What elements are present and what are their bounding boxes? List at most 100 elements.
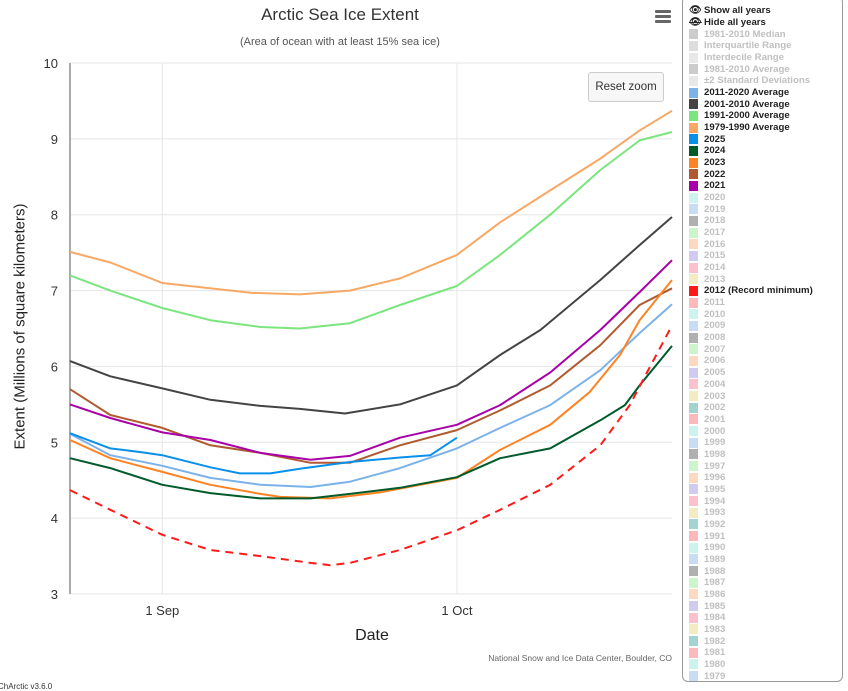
legend-item[interactable]: 2011-2020 Average xyxy=(683,87,842,99)
legend-item[interactable]: 1993 xyxy=(683,507,842,519)
hamburger-menu-icon[interactable] xyxy=(655,10,671,26)
legend-swatch xyxy=(689,285,698,296)
legend-swatch xyxy=(689,344,698,355)
legend-item[interactable]: 2012 (Record minimum) xyxy=(683,285,842,297)
extent-chart[interactable]: 3 4 5 6 7 8 9 10 1 Sep 1 Oct xyxy=(0,0,680,690)
eye-icon: 👁 xyxy=(689,5,702,17)
legend-item[interactable]: ±2 Standard Deviations xyxy=(683,75,842,87)
legend-item[interactable]: 1981 xyxy=(683,647,842,659)
series-line-2022[interactable] xyxy=(69,287,673,464)
legend-item[interactable]: 2014 xyxy=(683,262,842,274)
legend-item[interactable]: 1996 xyxy=(683,472,842,484)
legend-label: 1985 xyxy=(704,600,726,612)
legend-item[interactable]: 1991-2000 Average xyxy=(683,110,842,122)
legend-item[interactable]: 2016 xyxy=(683,238,842,250)
y-tick-label: 7 xyxy=(51,284,58,299)
legend-label: 1981-2010 Median xyxy=(704,28,786,40)
legend-item[interactable]: 2022 xyxy=(683,168,842,180)
series-line-2023[interactable] xyxy=(69,279,673,500)
legend-item[interactable]: 1994 xyxy=(683,495,842,507)
legend-item[interactable]: Interdecile Range xyxy=(683,52,842,64)
y-axis-label: Extent (Millions of square kilometers) xyxy=(11,203,29,450)
legend-item[interactable]: 2000 xyxy=(683,425,842,437)
legend-item[interactable]: 1991 xyxy=(683,530,842,542)
legend-item[interactable]: 1988 xyxy=(683,565,842,577)
legend-item[interactable]: 2009 xyxy=(683,320,842,332)
legend-item[interactable]: 1998 xyxy=(683,449,842,461)
legend-item[interactable]: 2021 xyxy=(683,180,842,192)
legend-swatch xyxy=(689,52,698,63)
series-line-1991-2000-average[interactable] xyxy=(69,131,673,330)
legend-item[interactable]: 1984 xyxy=(683,612,842,624)
legend-item[interactable]: 2011 xyxy=(683,297,842,309)
legend-item[interactable]: 1997 xyxy=(683,460,842,472)
legend-item[interactable]: 1979 xyxy=(683,670,842,682)
legend-swatch xyxy=(689,215,698,226)
legend-item[interactable]: 2001-2010 Average xyxy=(683,98,842,110)
hide-all-years-button[interactable]: 👁 Hide all years xyxy=(683,17,842,29)
legend-item[interactable]: 2004 xyxy=(683,379,842,391)
legend-item[interactable]: 2002 xyxy=(683,402,842,414)
legend-item[interactable]: 2019 xyxy=(683,203,842,215)
legend-swatch xyxy=(689,507,698,518)
legend-label: 1980 xyxy=(704,658,726,670)
reset-zoom-button[interactable]: Reset zoom xyxy=(588,72,664,102)
legend-item[interactable]: 1982 xyxy=(683,635,842,647)
legend-item[interactable]: 1995 xyxy=(683,484,842,496)
legend-label: 1981-2010 Average xyxy=(704,63,790,75)
legend-label: 1994 xyxy=(704,495,726,507)
legend-item[interactable]: 2005 xyxy=(683,367,842,379)
legend-item[interactable]: 1999 xyxy=(683,437,842,449)
legend-item[interactable]: 1979-1990 Average xyxy=(683,122,842,134)
series-line-2025[interactable] xyxy=(69,432,458,475)
legend-item[interactable]: 2025 xyxy=(683,133,842,145)
show-all-years-button[interactable]: 👁 Show all years xyxy=(683,5,842,17)
legend-swatch xyxy=(689,87,698,98)
legend-item[interactable]: 1986 xyxy=(683,589,842,601)
legend-item[interactable]: 1981-2010 Average xyxy=(683,63,842,75)
credits-link[interactable]: National Snow and Ice Data Center, Bould… xyxy=(488,653,672,663)
legend-item[interactable]: 1985 xyxy=(683,600,842,612)
series-line-2012-record-minimum[interactable] xyxy=(69,325,673,567)
legend-item[interactable]: 2007 xyxy=(683,343,842,355)
legend-item[interactable]: 1981-2010 Median xyxy=(683,28,842,40)
legend-label: 1999 xyxy=(704,437,726,449)
legend-label: 2007 xyxy=(704,343,726,355)
legend-item[interactable]: 2013 xyxy=(683,273,842,285)
y-tick-label: 6 xyxy=(51,359,58,374)
legend-item[interactable]: 2008 xyxy=(683,332,842,344)
legend-item[interactable]: 2015 xyxy=(683,250,842,262)
legend-item[interactable]: 2003 xyxy=(683,390,842,402)
legend-swatch xyxy=(689,531,698,542)
legend-item[interactable]: 1992 xyxy=(683,519,842,531)
legend-item[interactable]: 2001 xyxy=(683,414,842,426)
legend-item[interactable]: 2023 xyxy=(683,157,842,169)
legend-label: 2016 xyxy=(704,238,726,250)
series-line-2024[interactable] xyxy=(69,345,673,500)
legend-label: 1993 xyxy=(704,507,726,519)
legend-item[interactable]: 2017 xyxy=(683,227,842,239)
legend-label: 2008 xyxy=(704,332,726,344)
legend-item[interactable]: 1983 xyxy=(683,624,842,636)
series-line-2011-2020-average[interactable] xyxy=(69,303,673,488)
legend-item[interactable]: 2020 xyxy=(683,192,842,204)
chart-title: Arctic Sea Ice Extent xyxy=(261,5,419,24)
legend-item[interactable]: 2010 xyxy=(683,308,842,320)
legend-item[interactable]: 2006 xyxy=(683,355,842,367)
legend-swatch xyxy=(689,355,698,366)
legend-item[interactable]: Interquartile Range xyxy=(683,40,842,52)
series-line-2021[interactable] xyxy=(69,259,673,461)
legend-item[interactable]: 1989 xyxy=(683,554,842,566)
legend-item[interactable]: 1980 xyxy=(683,659,842,671)
hide-all-label: Hide all years xyxy=(704,17,766,28)
legend-item[interactable]: 1987 xyxy=(683,577,842,589)
legend-label: 2013 xyxy=(704,273,726,285)
legend-label: 2004 xyxy=(704,378,726,390)
series-line-1979-1990-average[interactable] xyxy=(69,109,673,296)
legend-item[interactable]: 1990 xyxy=(683,542,842,554)
legend-item[interactable]: 2018 xyxy=(683,215,842,227)
series-line-2001-2010-average[interactable] xyxy=(69,216,673,415)
legend-item[interactable]: 2024 xyxy=(683,145,842,157)
legend-label: 2023 xyxy=(704,157,726,169)
legend-label: 2009 xyxy=(704,320,726,332)
